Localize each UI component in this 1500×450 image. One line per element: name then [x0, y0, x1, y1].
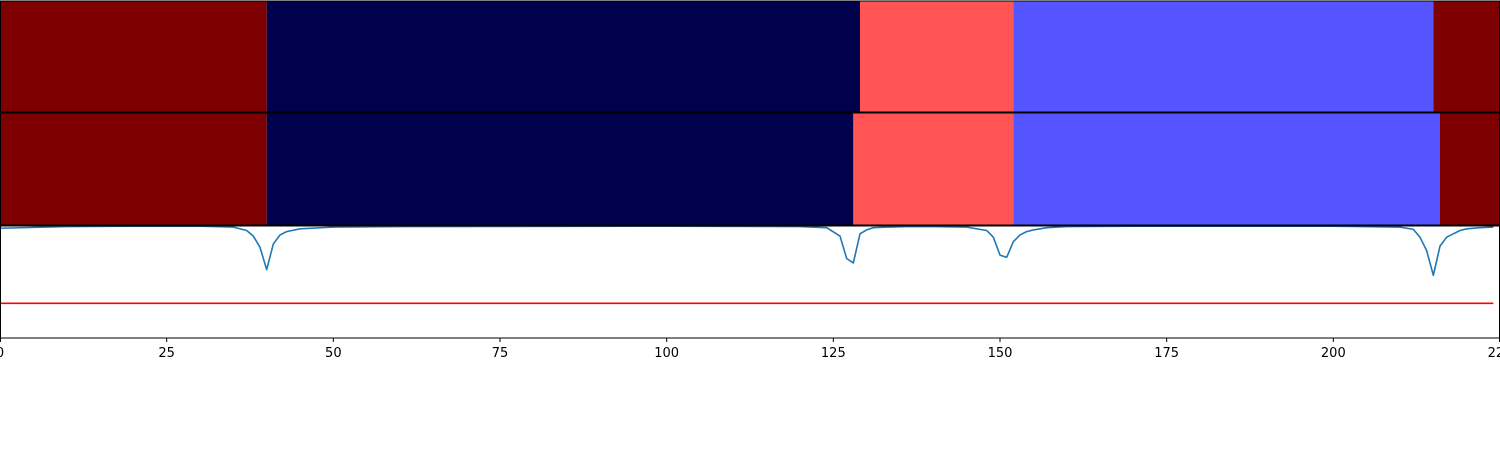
series-group — [0, 225, 1494, 305]
row-1-segment-4 — [1013, 1, 1434, 112]
row-1-segment-2 — [266, 1, 861, 112]
row-1-segment-5 — [1433, 1, 1500, 112]
x-tick-label-100: 100 — [654, 346, 679, 361]
row-2-segment-5 — [1440, 113, 1500, 225]
x-tick-label-0: 0 — [0, 346, 4, 361]
segmentation-row-1 — [0, 1, 1500, 112]
x-tick-label-125: 125 — [821, 346, 846, 361]
x-tick-label-75: 75 — [492, 346, 509, 361]
segmentation-row-2 — [0, 113, 1500, 225]
x-tick-label-175: 175 — [1154, 346, 1179, 361]
score-line — [0, 225, 1494, 277]
row-1-segment-3 — [860, 1, 1014, 112]
row-2-segment-2 — [266, 113, 854, 225]
row-2-segment-1 — [0, 113, 267, 225]
row-1-segment-1 — [0, 1, 267, 112]
x-tick-label-25: 25 — [158, 346, 175, 361]
x-tick-label-225: 225 — [1488, 346, 1500, 361]
x-tick-label-200: 200 — [1321, 346, 1346, 361]
row-2-segment-4 — [1013, 113, 1440, 225]
x-tick-label-50: 50 — [325, 346, 342, 361]
x-axis: 0 25 50 75 100 125 150 175 200 225 — [0, 338, 1500, 361]
plot-frame — [0, 226, 1500, 338]
score-plot — [0, 225, 1500, 338]
row-2-segment-3 — [853, 113, 1014, 225]
x-tick-label-150: 150 — [988, 346, 1013, 361]
